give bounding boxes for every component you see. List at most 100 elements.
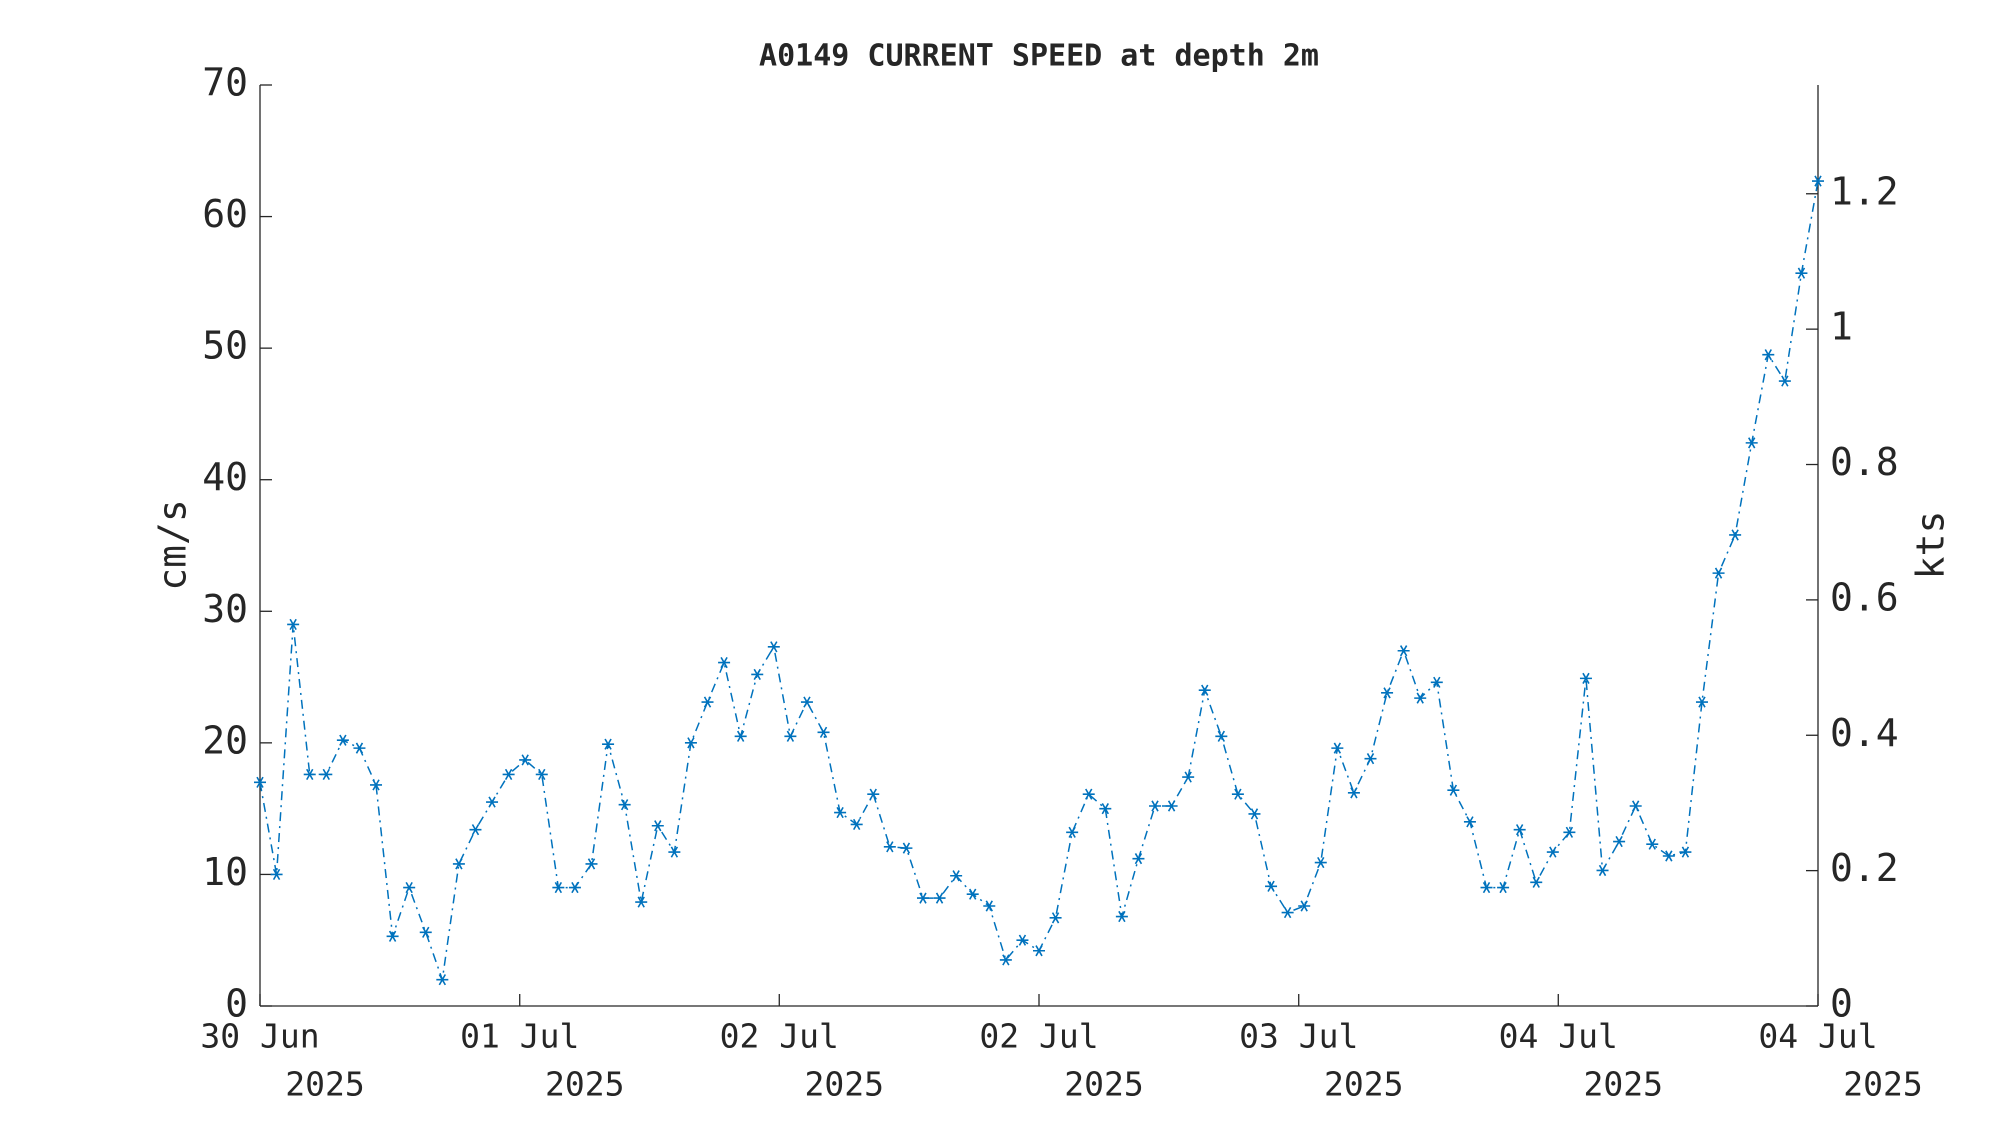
data-marker [1762,349,1775,361]
data-marker [1331,742,1344,754]
data-marker [850,818,863,831]
data-marker [1662,850,1675,862]
y-tick-label: 50 [202,324,248,368]
data-marker [1397,645,1410,657]
data-marker [1414,692,1427,704]
x-tick-label: 2025 [805,1065,884,1104]
data-marker [1281,906,1294,919]
data-marker [1298,900,1311,912]
y-tick-label: 40 [202,455,248,499]
data-marker [834,806,847,819]
data-marker [1265,880,1278,892]
data-marker [1695,696,1708,708]
data-marker [1596,864,1609,877]
data-marker [800,696,813,708]
data-marker [718,657,731,669]
data-marker [751,668,764,681]
y-tick-label: 30 [202,587,248,631]
data-marker [1049,912,1062,924]
data-marker [1497,881,1510,894]
data-marker [1347,787,1360,799]
data-marker [1778,375,1791,387]
x-tick-label: 04 Jul [1758,1017,1877,1056]
data-marker [668,846,681,858]
data-marker [303,768,316,781]
x-tick-label: 2025 [1843,1065,1922,1104]
data-marker [535,768,548,781]
y2-tick-label: 0 [1830,982,1853,1026]
data-marker [1646,838,1659,850]
data-marker [568,881,581,894]
data-marker [1629,800,1642,812]
data-marker [1613,835,1626,848]
data-marker [1480,881,1493,894]
y2-tick-label: 0.6 [1830,575,1899,619]
data-marker [602,738,615,750]
data-marker [320,768,333,781]
data-marker [552,881,565,894]
x-tick-label: 03 Jul [1239,1017,1358,1056]
x-tick-label: 2025 [1584,1065,1663,1104]
data-marker [287,618,300,631]
data-marker [502,768,515,781]
data-marker [1463,816,1476,828]
data-marker [452,858,465,870]
data-marker [701,696,714,708]
y2-tick-label: 0.2 [1830,846,1899,890]
data-marker [635,896,648,908]
data-marker [734,730,747,742]
data-marker [386,930,399,942]
series-line [259,180,1819,980]
data-marker [618,799,631,811]
y2-tick-label: 0.4 [1830,711,1899,755]
data-marker [1563,826,1576,838]
data-marker [1546,846,1559,858]
x-tick-label: 2025 [545,1065,624,1104]
data-marker [1132,853,1145,865]
data-marker [1530,876,1543,888]
y-tick-label: 60 [202,192,248,236]
y-tick-label: 70 [202,61,248,105]
y-tick-label: 10 [202,850,248,894]
data-marker [916,892,929,904]
x-tick-label: 2025 [1324,1065,1403,1104]
data-marker [1248,808,1261,820]
data-marker [403,881,416,894]
data-marker [1215,730,1228,742]
y2-axis-label: kts [1909,511,1953,580]
y-tick-label: 20 [202,718,248,762]
data-marker [1314,856,1327,869]
data-marker [999,954,1012,966]
x-tick-label: 04 Jul [1499,1017,1618,1056]
data-marker [1679,846,1692,858]
data-marker [585,858,598,870]
data-marker [1745,437,1758,449]
data-marker [983,900,996,912]
data-marker [1165,800,1178,812]
data-marker [867,788,880,800]
data-marker [270,868,283,881]
data-marker [1149,800,1162,812]
data-marker [966,888,979,900]
data-marker [336,734,349,746]
data-marker [370,779,383,791]
data-marker [1447,784,1460,796]
x-tick-label: 02 Jul [979,1017,1098,1056]
data-marker [684,737,697,749]
data-marker [900,842,913,854]
data-marker [254,776,266,788]
data-marker [469,824,482,836]
data-marker [1016,934,1029,946]
y-axis-label: cm/s [151,499,195,591]
data-marker [817,726,830,738]
x-tick-label: 2025 [1064,1065,1143,1104]
data-marker [1513,824,1526,836]
data-marker [784,730,797,742]
data-marker [1099,803,1112,815]
data-marker [1381,687,1394,699]
data-marker [1430,676,1443,688]
y2-tick-label: 1 [1830,305,1853,349]
x-tick-label: 01 Jul [460,1017,579,1056]
data-marker [1115,910,1128,923]
